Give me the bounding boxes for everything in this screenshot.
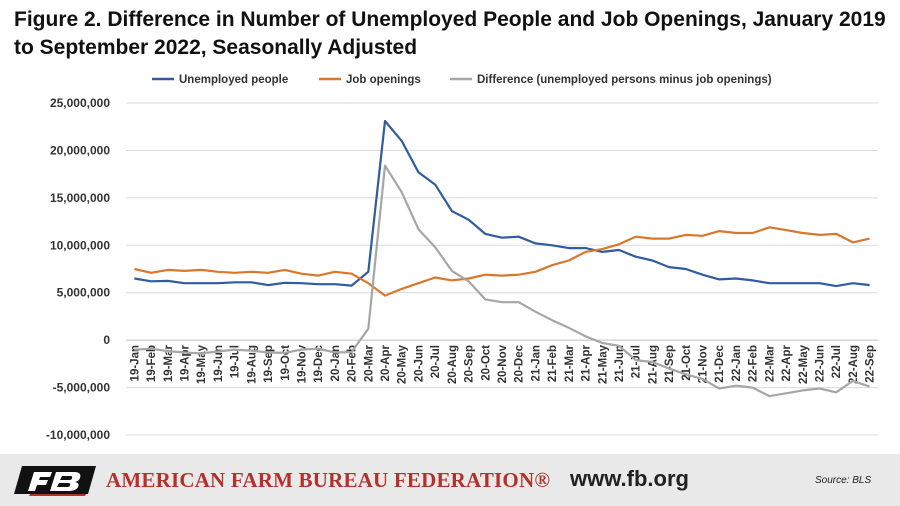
x-tick-label: 20-Nov (497, 344, 509, 383)
x-tick-label: 22-Feb (748, 345, 760, 382)
x-tick-label: 19-Jan (129, 345, 141, 381)
series-line-1 (134, 119, 870, 288)
x-tick-label: 21-Feb (547, 345, 559, 382)
y-tick-label: 20,000,000 (50, 143, 110, 157)
fb-logo-icon (14, 466, 96, 496)
x-tick-label: 21-Jul (631, 345, 643, 378)
x-tick-label: 19-Apr (179, 344, 191, 381)
x-tick-label: 20-Jan (330, 345, 342, 381)
website-link[interactable]: www.fb.org (570, 466, 689, 491)
gridlines (126, 102, 878, 436)
series-line-3 (134, 164, 870, 398)
line-chart: 25,000,000 20,000,000 15,000,000 10,000,000… (46, 74, 878, 442)
x-tick-label: 22-Mar (764, 344, 776, 382)
x-tick-label: 20-Mar (363, 344, 375, 382)
x-tick-label: 20-Aug (447, 345, 459, 384)
x-tick-label: 21-May (597, 344, 609, 384)
x-tick-label: 21-Nov (698, 344, 710, 383)
x-tick-label: 21-Aug (647, 345, 659, 384)
x-tick-label: 20-Dec (514, 344, 526, 382)
x-tick-label: 20-Oct (480, 345, 492, 381)
y-tick-label: 15,000,000 (50, 191, 110, 205)
y-axis-labels: 25,000,000 20,000,000 15,000,000 10,000,000… (46, 96, 110, 442)
x-tick-label: 22-Jun (815, 345, 827, 382)
x-tick-label: 20-Jul (430, 345, 442, 378)
source-note: Source: BLS (815, 475, 872, 486)
y-tick-label: 0 (103, 333, 110, 347)
x-tick-label: 21-Mar (564, 344, 576, 382)
x-tick-label: 22-Apr (781, 344, 793, 381)
chart-title: Figure 2. Difference in Number of Unempl… (14, 8, 886, 59)
y-tick-label: -5,000,000 (53, 381, 111, 395)
legend: Unemployed people Job openings Difference … (152, 74, 772, 86)
y-tick-label: 25,000,000 (50, 96, 110, 110)
footer-bar: AMERICAN FARM BUREAU FEDERATION® www.fb.… (0, 454, 900, 506)
x-tick-label: 21-Dec (714, 344, 726, 382)
x-tick-label: 21-Apr (581, 344, 593, 381)
x-tick-label: 19-Feb (146, 345, 158, 382)
legend-label: Job openings (346, 74, 421, 86)
x-tick-label: 21-Jun (614, 345, 626, 382)
x-tick-label: 20-Apr (380, 344, 392, 381)
x-tick-label: 19-Jul (230, 345, 242, 378)
x-tick-label: 20-Sep (464, 345, 476, 383)
x-tick-label: 22-Sep (865, 345, 877, 383)
organization-name: AMERICAN FARM BUREAU FEDERATION® (106, 468, 551, 492)
x-tick-label: 21-Jan (530, 345, 542, 381)
x-tick-label: 20-Feb (347, 345, 359, 382)
x-tick-label: 21-Oct (681, 345, 693, 381)
x-tick-label: 19-May (196, 344, 208, 384)
x-tick-label: 19-Nov (296, 344, 308, 383)
x-tick-label: 19-Dec (313, 344, 325, 382)
x-tick-label: 20-May (397, 344, 409, 384)
x-tick-label: 19-Mar (163, 344, 175, 382)
y-tick-label: -10,000,000 (46, 428, 110, 442)
series-line-2 (134, 226, 870, 297)
x-tick-label: 21-Sep (664, 345, 676, 383)
legend-label: Unemployed people (179, 74, 288, 86)
x-tick-label: 22-Jul (831, 345, 843, 378)
series-lines (134, 119, 870, 398)
x-tick-label: 20-Jun (413, 345, 425, 382)
legend-label: Difference (unemployed persons minus job… (477, 74, 772, 86)
x-tick-label: 22-May (798, 344, 810, 384)
y-tick-label: 10,000,000 (50, 238, 110, 252)
y-tick-label: 5,000,000 (57, 286, 111, 300)
x-tick-label: 19-Aug (246, 345, 258, 384)
x-tick-label: 22-Jan (731, 345, 743, 381)
x-tick-label: 22-Aug (848, 345, 860, 384)
x-tick-label: 19-Jun (213, 345, 225, 382)
x-axis-labels: 19-Jan 19-Feb 19-Mar 19-Apr 19-May 19-Jun 19-J… (129, 344, 876, 384)
x-tick-label: 19-Sep (263, 345, 275, 383)
x-tick-label: 19-Oct (280, 345, 292, 381)
